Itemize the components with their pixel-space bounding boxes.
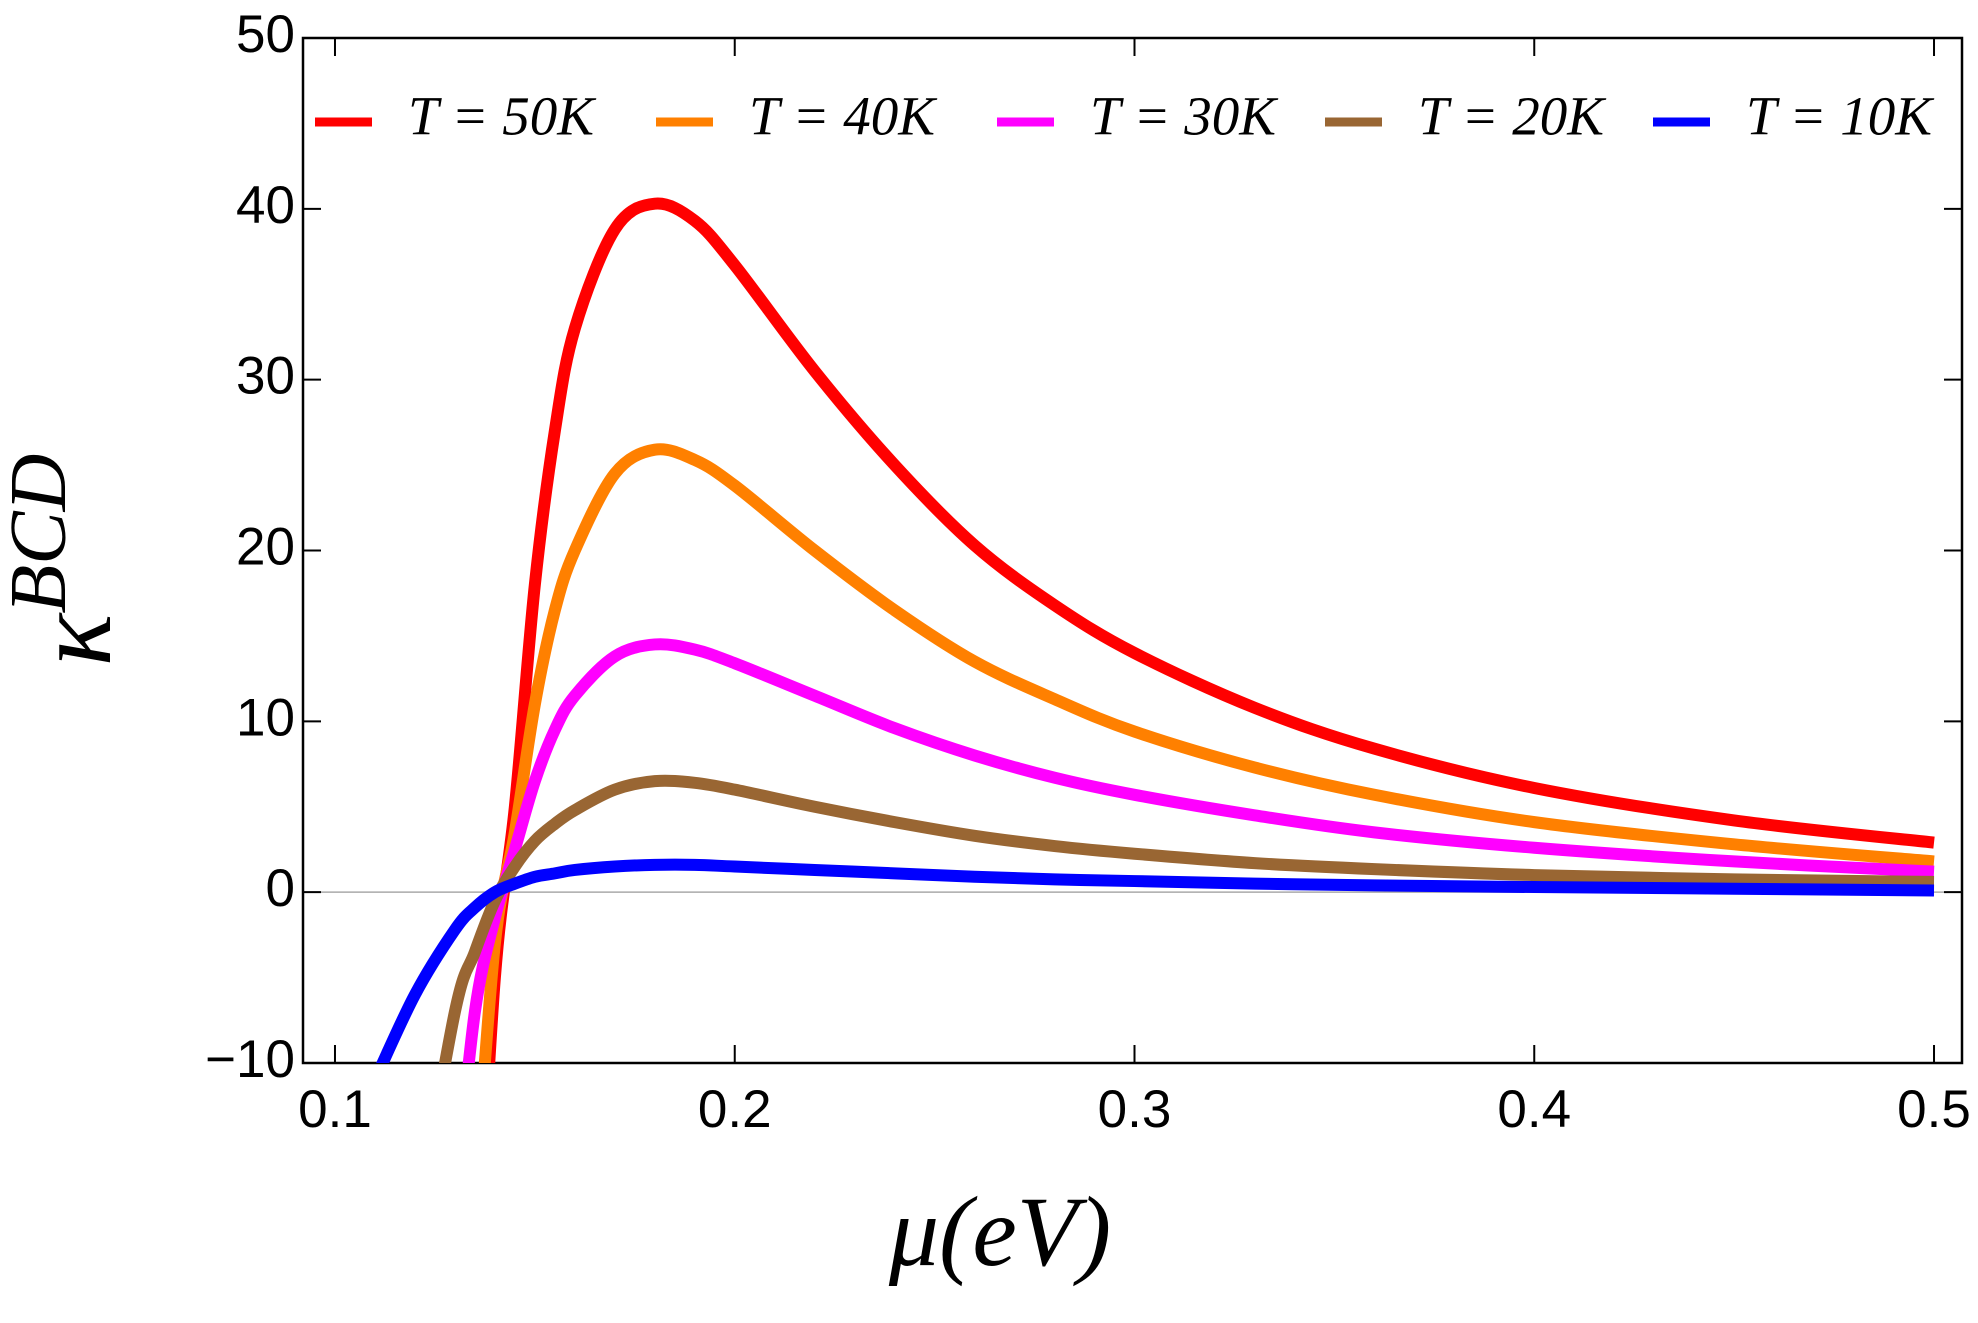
plot-area (303, 197, 1962, 1063)
legend-label: T = 10K (1746, 86, 1935, 147)
y-tick-label: 10 (236, 688, 295, 747)
x-tick-label: 0.4 (1497, 1080, 1571, 1139)
x-tick-label: 0.2 (698, 1080, 772, 1139)
legend-label: T = 30K (1090, 86, 1279, 147)
series-line (483, 197, 1935, 1063)
y-axis-label: κBCD (0, 454, 134, 667)
legend-label: T = 40K (749, 86, 938, 147)
y-tick-label: 50 (236, 5, 295, 64)
y-tick-label: 20 (236, 518, 295, 577)
y-axis-label-main: κ (12, 612, 134, 666)
x-tick-label: 0.1 (298, 1080, 372, 1139)
series-line (462, 638, 1935, 1063)
legend-label: T = 20K (1418, 86, 1607, 147)
y-tick-label: 0 (266, 859, 295, 918)
series-line (478, 443, 1935, 1063)
y-tick-label: 40 (236, 176, 295, 235)
x-tick-label: 0.5 (1897, 1080, 1971, 1139)
series-line (376, 858, 1935, 1063)
y-tick-label: −10 (205, 1030, 295, 1089)
y-axis-label-sup: BCD (0, 454, 83, 614)
x-axis-label: μ(eV) (888, 1176, 1111, 1287)
x-tick-label: 0.3 (1098, 1080, 1172, 1139)
legend-label: T = 50K (408, 86, 597, 147)
plot-frame (301, 36, 1964, 1065)
y-tick-label: 30 (236, 347, 295, 406)
series-line (438, 774, 1935, 1063)
